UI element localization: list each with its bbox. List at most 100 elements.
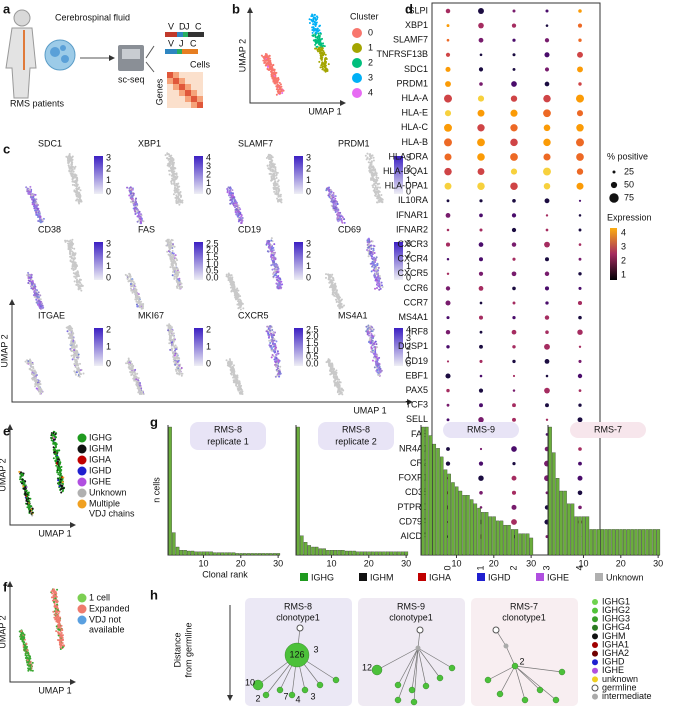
colorbar-tick: 2 xyxy=(406,164,411,174)
gene-label: SLPI xyxy=(408,5,428,15)
cell-point xyxy=(376,273,379,276)
cell-point xyxy=(330,204,333,207)
cell-point xyxy=(277,179,280,182)
cell-point xyxy=(238,219,241,222)
colorbar-tick: 1 xyxy=(206,178,211,188)
cell-point xyxy=(180,374,183,377)
cell-point xyxy=(175,346,178,349)
cell-point xyxy=(272,76,275,79)
cell-point xyxy=(270,254,273,257)
cell-point xyxy=(236,303,239,306)
cell-point xyxy=(39,216,42,219)
cell-point xyxy=(311,20,314,23)
cell-point xyxy=(374,186,377,189)
cell-point xyxy=(19,478,22,481)
cell-point xyxy=(171,162,174,165)
dot xyxy=(479,344,483,349)
dot xyxy=(446,360,450,363)
cell-point xyxy=(281,91,284,94)
cell-point xyxy=(374,355,377,358)
colorbar xyxy=(194,328,203,366)
dot xyxy=(510,124,518,132)
cell-point xyxy=(378,200,381,203)
cell-point xyxy=(269,247,272,250)
dot xyxy=(512,257,516,261)
dot xyxy=(444,167,452,176)
cell-point xyxy=(138,215,141,218)
cell-point xyxy=(372,244,375,247)
cell-point xyxy=(34,209,37,212)
dot xyxy=(578,389,582,392)
cell-point xyxy=(178,357,181,360)
cell-point xyxy=(33,290,36,293)
cell-point xyxy=(339,392,342,395)
cell-point xyxy=(235,291,238,294)
cell-point xyxy=(376,357,379,360)
cell-point xyxy=(67,164,70,167)
cell-point xyxy=(69,259,72,262)
cell-point xyxy=(267,250,270,253)
cell-point xyxy=(239,217,242,220)
dot xyxy=(543,182,551,190)
cell-point xyxy=(272,343,275,346)
cell-point xyxy=(376,182,379,185)
cell-point xyxy=(273,82,276,85)
cell-point xyxy=(169,161,172,164)
cell-point xyxy=(78,281,81,284)
cell-point xyxy=(265,330,268,333)
cell-point xyxy=(338,385,341,388)
cell-point xyxy=(366,330,369,333)
cell-point xyxy=(70,174,73,177)
cell-point xyxy=(167,158,170,161)
cell-point xyxy=(377,277,380,280)
cell-point xyxy=(340,298,343,301)
cell-point xyxy=(28,368,31,371)
cell-point xyxy=(67,161,70,164)
cell-point xyxy=(272,169,275,172)
dot xyxy=(545,418,549,422)
cell-point xyxy=(173,349,176,352)
cell-point xyxy=(72,260,75,263)
dot xyxy=(510,182,518,190)
colorbar-tick: 1 xyxy=(306,175,311,185)
dot xyxy=(576,168,584,175)
cell-point xyxy=(231,277,234,280)
label: Cluster xyxy=(350,11,379,21)
cell-point xyxy=(129,363,132,366)
cell-point xyxy=(135,205,138,208)
cell-point xyxy=(35,387,38,390)
heat-cell xyxy=(179,102,185,108)
cell-point xyxy=(323,69,326,72)
dot xyxy=(445,461,451,466)
dot xyxy=(478,242,484,247)
cell-point xyxy=(338,304,341,307)
cell-point xyxy=(39,305,42,308)
gene-label: DUSP1 xyxy=(398,341,428,351)
dot xyxy=(545,374,549,378)
cell-point xyxy=(315,32,318,35)
cell-point xyxy=(272,249,275,252)
cell-point xyxy=(33,369,36,372)
cell-point xyxy=(80,373,83,376)
cell-point xyxy=(35,383,38,386)
cell-point xyxy=(267,157,270,160)
cell-point xyxy=(73,247,76,250)
cell-point xyxy=(133,376,136,379)
cell-point xyxy=(176,372,179,375)
cell-point xyxy=(237,207,240,210)
panel-letter: b xyxy=(232,1,240,16)
heat-cell xyxy=(179,78,185,84)
colorbar-tick: 1 xyxy=(406,175,411,185)
cell-point xyxy=(133,369,136,372)
gene-label: SDC1 xyxy=(404,64,428,74)
cell-point xyxy=(173,354,176,357)
cell-point xyxy=(76,191,79,194)
dot xyxy=(479,53,483,57)
cell-point xyxy=(374,257,377,260)
cell-point xyxy=(175,199,178,202)
cell-point xyxy=(322,62,325,65)
cell-point xyxy=(76,273,79,276)
dot xyxy=(444,182,452,190)
cell-point xyxy=(173,351,176,354)
cell-point xyxy=(170,260,173,263)
